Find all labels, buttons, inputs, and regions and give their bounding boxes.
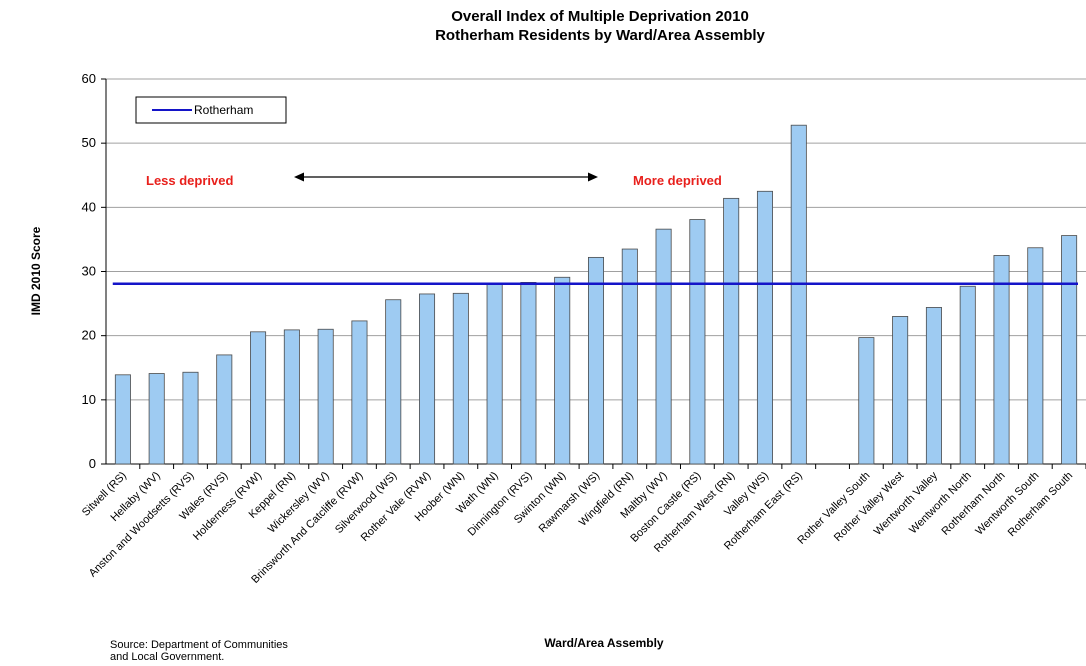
bar bbox=[655, 228, 672, 465]
bar bbox=[452, 292, 469, 465]
annotation-more-deprived: More deprived bbox=[633, 173, 722, 188]
legend-label: Rotherham bbox=[194, 103, 253, 117]
source-line-2: and Local Government. bbox=[110, 651, 225, 663]
bar bbox=[858, 337, 875, 465]
double-arrow bbox=[294, 172, 598, 182]
bar bbox=[587, 256, 605, 465]
bar bbox=[486, 283, 503, 465]
x-tick-labels: Sitwell (RS)Hellaby (WV)Anston and Woods… bbox=[80, 464, 1086, 586]
bar bbox=[993, 255, 1010, 465]
x-tick-label: Rotherham North bbox=[939, 470, 1007, 538]
bar bbox=[925, 307, 942, 465]
x-tick-label: Rawmarsh (WS) bbox=[537, 470, 603, 536]
bar bbox=[1027, 247, 1044, 465]
bar bbox=[689, 219, 706, 465]
bar bbox=[520, 282, 537, 465]
x-axis-label: Ward/Area Assembly bbox=[544, 636, 663, 650]
y-tick-label: 50 bbox=[82, 135, 96, 150]
bar bbox=[317, 328, 334, 465]
x-tick-label: Wentworth North bbox=[907, 470, 974, 537]
bar bbox=[1061, 235, 1078, 465]
y-axis-label: IMD 2010 Score bbox=[29, 226, 43, 315]
legend: Rotherham bbox=[135, 96, 287, 124]
y-tick-label: 40 bbox=[82, 199, 96, 214]
bar bbox=[419, 293, 436, 465]
bar bbox=[756, 190, 773, 465]
y-tick-label: 0 bbox=[89, 456, 96, 471]
bars bbox=[114, 124, 1078, 465]
source-note: Source: Department of Communities and Lo… bbox=[110, 639, 390, 663]
y-tick-label: 30 bbox=[82, 264, 96, 279]
bar bbox=[790, 124, 807, 465]
bar bbox=[114, 374, 131, 465]
y-tick-label: 60 bbox=[82, 71, 96, 86]
x-tick-label: Rotherham South bbox=[1006, 470, 1075, 539]
bar bbox=[283, 329, 300, 465]
y-tick-label: 10 bbox=[82, 392, 96, 407]
chart-subtitle: Rotherham Residents by Ward/Area Assembl… bbox=[435, 27, 765, 44]
x-tick-label: Wickersley (WV) bbox=[266, 470, 332, 536]
y-tick-label: 20 bbox=[82, 328, 96, 343]
x-tick-label: Silverwood (WS) bbox=[333, 470, 399, 536]
bar bbox=[148, 373, 165, 465]
bar bbox=[385, 299, 402, 465]
x-tick-label: Wentworth South bbox=[973, 470, 1041, 538]
bar bbox=[621, 248, 638, 465]
bar bbox=[250, 331, 267, 465]
annotation-less-deprived: Less deprived bbox=[146, 173, 233, 188]
bar bbox=[554, 276, 571, 465]
bar bbox=[182, 371, 199, 465]
source-line-1: Source: Department of Communities bbox=[110, 639, 288, 651]
y-tick-labels: 0 10 20 30 40 50 60 bbox=[82, 71, 96, 471]
bar bbox=[892, 316, 909, 465]
bar bbox=[351, 320, 368, 465]
bar bbox=[216, 354, 233, 465]
chart-title: Overall Index of Multiple Deprivation 20… bbox=[451, 8, 749, 25]
bar bbox=[723, 197, 740, 465]
bar bbox=[959, 285, 976, 465]
